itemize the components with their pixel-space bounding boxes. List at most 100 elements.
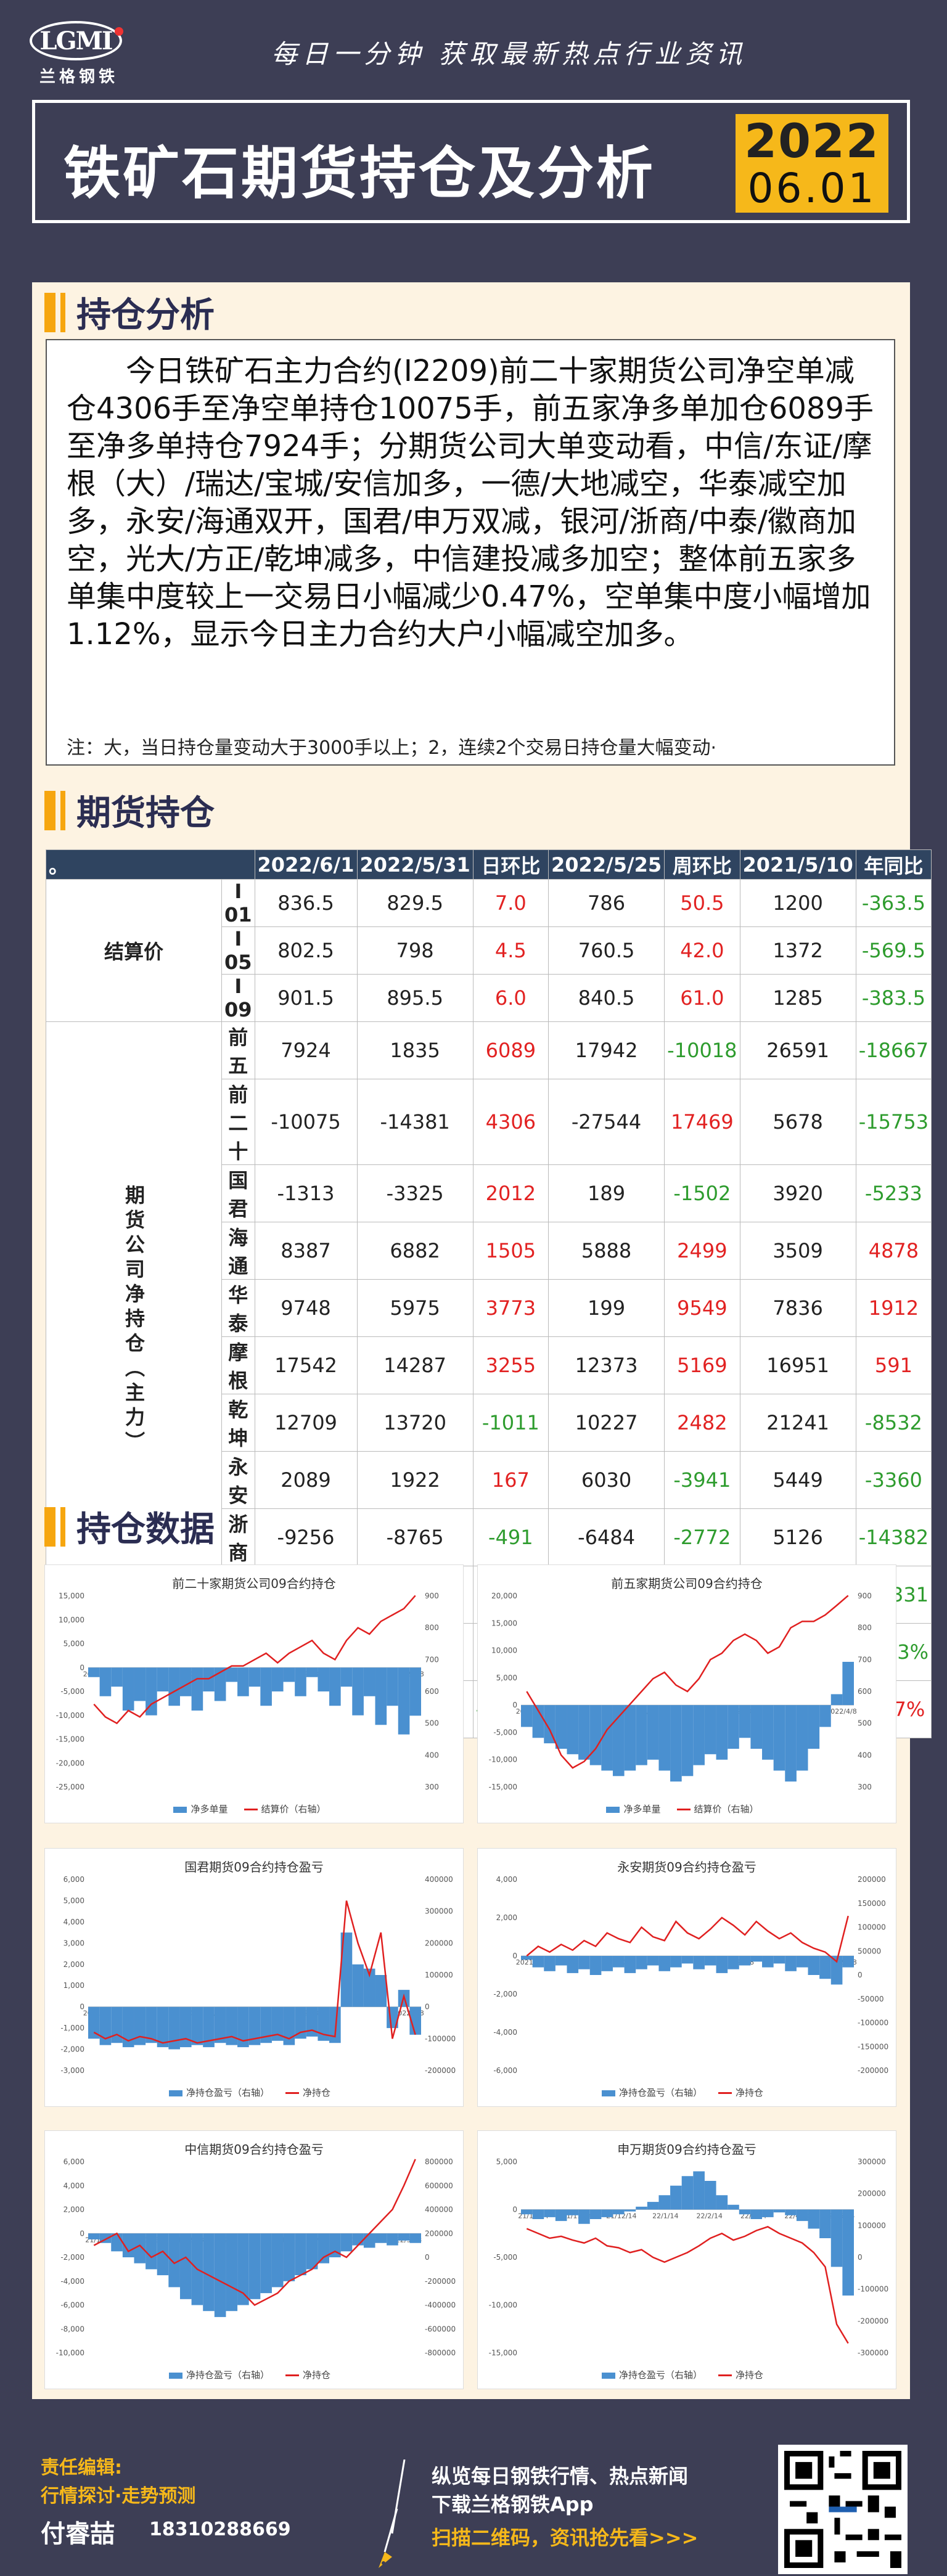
line-series (93, 2159, 416, 2307)
bar-mark (248, 1667, 261, 1687)
table-body: 结算价 I 01 836.5 829.5 7.0 786 50.5 1200 -363.5 I 0… (46, 879, 932, 1738)
bar-mark (658, 2195, 671, 2210)
bar-mark (363, 2233, 375, 2248)
bar-mark (830, 2209, 843, 2267)
bar-mark (532, 1956, 544, 1968)
line-series (93, 1595, 416, 1725)
chart-title: 永安期货09合约持仓盈亏 (617, 1860, 756, 1875)
y-tick-label: -6,000 (60, 2301, 84, 2310)
bar-mark (88, 1667, 100, 1677)
table-cell: 802.5 (254, 926, 358, 975)
bar-mark (157, 2233, 169, 2276)
bar-mark (589, 1956, 602, 1975)
bar-mark (739, 1705, 751, 1738)
chart-svg: 15,000 10,000 5,000 0 -5,000 -10,000 -15,000 -2… (56, 1592, 439, 1791)
bar-mark (237, 2006, 249, 2048)
y2-tick-label: 100000 (858, 2221, 886, 2230)
chart-5: 中信期货09合约持仓盈亏 6,000 4,000 2,000 0 -2,000 -4,000… (44, 2130, 464, 2389)
table-row: I 09 901.5 895.5 6.0 840.5 61.0 1285 -383.5 (46, 974, 932, 1022)
chart-legend: 净多单量 结算价（右轴） (478, 1802, 896, 1815)
bar-mark (306, 2233, 318, 2270)
legend-label: 净持仓 (303, 2087, 331, 2098)
table-cell: 836.5 (254, 879, 358, 927)
table-cell: -9256 (254, 1508, 358, 1566)
y2-tick-label: 200000 (858, 2190, 886, 2198)
table-cell: 1285 (739, 974, 856, 1022)
date-month-day: 06.01 (747, 165, 877, 212)
bar-mark (398, 1667, 410, 1735)
bar-mark (693, 1705, 705, 1765)
table-row: 前二十 -10075 -14381 4306 -27544 17469 5678 -15753 (46, 1079, 932, 1165)
chart-svg: 6,000 5,000 4,000 3,000 2,000 1,000 0 -1,000 -2,… (60, 1875, 456, 2075)
qr-code[interactable] (778, 2445, 908, 2574)
editor-label: 责任编辑: (41, 2457, 122, 2479)
bar-mark (647, 1705, 659, 1760)
table-cell: 3255 (472, 1336, 549, 1394)
chart-title: 中信期货09合约持仓盈亏 (184, 2142, 324, 2157)
x-tick-label: 22/2/14 (697, 2212, 723, 2220)
bar-mark (295, 2006, 306, 2039)
table-cell: 167 (472, 1451, 549, 1509)
legend-swatch (168, 2372, 182, 2379)
y2-tick-label: 300 (858, 1783, 872, 1791)
table-cell: 1505 (472, 1222, 549, 1280)
y2-tick-label: 100000 (858, 1923, 886, 1932)
bar-mark (750, 1705, 763, 1749)
table-row: 永安 2089 1922 167 6030 -3941 5449 -3360 (46, 1451, 932, 1509)
bar-mark (624, 1705, 636, 1771)
y2-tick-label: 300000 (425, 1907, 453, 1916)
logo: LGMI 兰格钢铁 (30, 21, 128, 89)
bar-mark (521, 1705, 533, 1727)
table-cell: 10227 (547, 1394, 665, 1452)
chart-legend: 净持仓盈亏（右轴） 净持仓 (478, 2086, 896, 2099)
bar-mark (122, 1667, 134, 1711)
y-tick-label: -3,000 (60, 2066, 84, 2075)
y-tick-label: 6,000 (64, 1875, 84, 1884)
row-label: 海通 (221, 1222, 255, 1280)
row-group-label: 结算价 (46, 879, 222, 1022)
bar-mark (168, 2006, 180, 2050)
bar-mark (739, 1956, 751, 1966)
bar-mark (567, 2209, 579, 2215)
table-cell: 3773 (472, 1279, 549, 1337)
bar-mark (601, 1956, 613, 1971)
table-cell: 26591 (739, 1021, 856, 1079)
table-cell: -383.5 (855, 974, 932, 1022)
bar-mark (283, 2233, 295, 2281)
y2-tick-label: 300 (425, 1783, 439, 1791)
bar-mark (375, 1667, 387, 1725)
bar-mark (260, 2233, 272, 2294)
bar-mark (532, 1705, 544, 1738)
app-promo-line1: 纵览每日钢铁行情、热点新闻 (432, 2464, 689, 2488)
bar-mark (704, 2181, 716, 2210)
table-cell: -5233 (855, 1164, 932, 1222)
table-cell: 591 (855, 1336, 932, 1394)
y-tick-label: -4,000 (493, 2028, 517, 2037)
row-group-label-text: 期货公司净持仓（主力） (122, 1184, 146, 1456)
bar-mark (295, 2233, 306, 2276)
row-label: I 01 (221, 879, 255, 927)
y-tick-label: 5,000 (64, 1896, 84, 1905)
bar-mark (179, 2233, 192, 2299)
bar-mark (398, 2233, 410, 2241)
chart-svg: 4,000 2,000 0 -2,000 -4,000 -6,000 200000 15000… (493, 1875, 888, 2075)
chart-2: 前五家期货公司09合约持仓 20,000 15,000 10,000 5,000 0 -5,… (477, 1564, 896, 1823)
table-row: I 05 802.5 798 4.5 760.5 42.0 1372 -569.5 (46, 926, 932, 975)
y2-tick-label: -300000 (858, 2349, 888, 2357)
bar-mark (271, 1667, 284, 1691)
bar-mark (157, 1667, 169, 1691)
table-row: 摩根 17542 14287 3255 12373 5169 16951 591 (46, 1336, 932, 1394)
y-tick-label: -5,000 (493, 2253, 517, 2262)
table-cell: -3941 (664, 1451, 740, 1509)
bar-mark (179, 2006, 192, 2048)
table-cell: 17469 (664, 1079, 740, 1165)
table-cell: 2499 (664, 1222, 740, 1280)
legend-swatch (718, 2092, 732, 2094)
table-cell: -3325 (356, 1164, 474, 1222)
table-cell: 12373 (547, 1336, 665, 1394)
table-cell: 3509 (739, 1222, 856, 1280)
bar-mark (636, 1956, 647, 1969)
table-cell: -1313 (254, 1164, 358, 1222)
bar-mark (146, 2233, 157, 2270)
